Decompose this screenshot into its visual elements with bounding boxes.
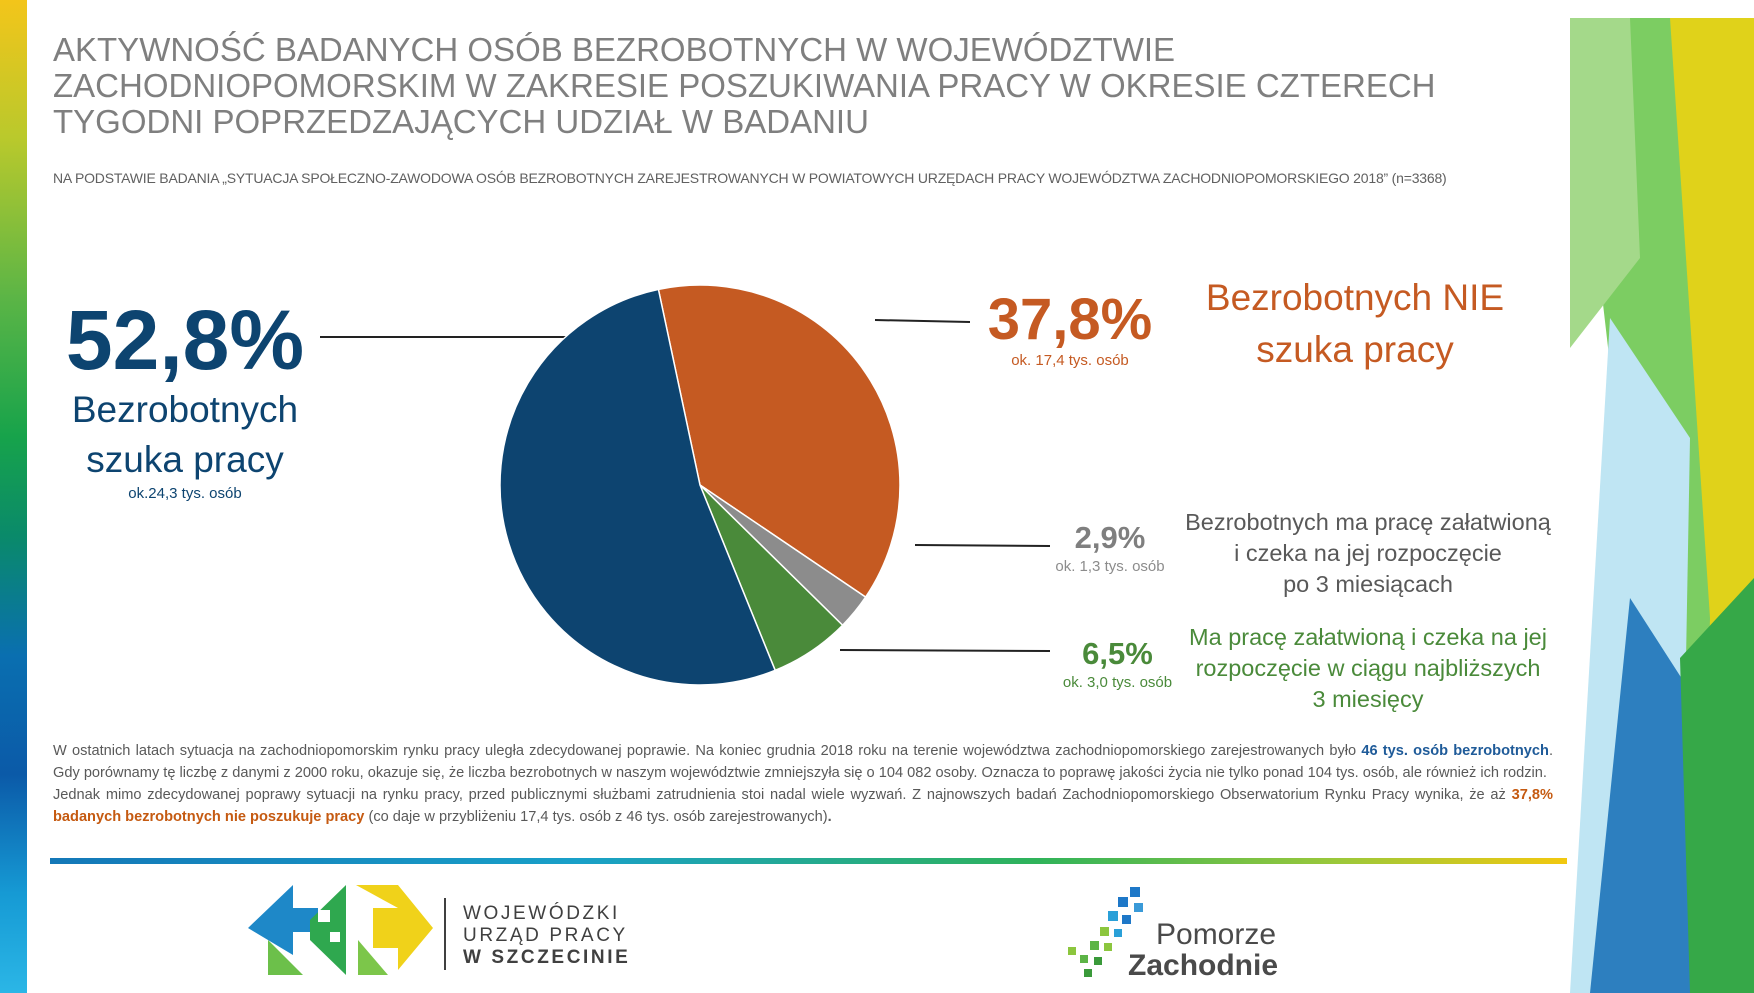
body-p2-b: (co daje w przybliżeniu 17,4 tys. osób z… xyxy=(364,809,828,825)
body-p2-end: . xyxy=(827,809,832,825)
desc-job-after-3m: Bezrobotnych ma pracę załatwioną i czeka… xyxy=(1168,507,1568,600)
body-p2-highlight: 37,8% badanych bezrobotnych nie poszukuj… xyxy=(53,787,1553,825)
stat-job-after-3m: 2,9% ok. 1,3 tys. osób xyxy=(1040,518,1180,575)
pct-label-search: 52,8% xyxy=(65,293,305,387)
desc-search-line1: Bezrobotnych xyxy=(71,389,299,430)
desc-job-after-3m-line2: i czeka na jej rozpoczęcie xyxy=(1234,540,1502,566)
desc-job-after-3m-line1: Bezrobotnych ma pracę załatwioną xyxy=(1185,509,1551,535)
stat-search-work: 52,8% Bezrobotnych szuka pracy ok.24,3 t… xyxy=(55,295,315,502)
pie-slice-not-searching xyxy=(657,284,901,599)
body-p1-a: W ostatnich latach sytuacja na zachodnio… xyxy=(53,743,1362,759)
wup-logo-text: WOJEWÓDZKI URZĄD PRACY W SZCZECINIE xyxy=(463,903,630,969)
pct-label-job-within-3m: 6,5% xyxy=(1082,636,1153,671)
wup-logo-line1: WOJEWÓDZKI xyxy=(463,903,620,924)
count-search: ok.24,3 tys. osób xyxy=(128,485,242,502)
count-not-searching: ok. 17,4 tys. osób xyxy=(1011,352,1129,369)
wup-logo-icon xyxy=(248,885,433,975)
desc-not-searching-line2: szuka pracy xyxy=(1256,329,1454,370)
body-p1: W ostatnich latach sytuacja na zachodnio… xyxy=(53,740,1553,784)
body-paragraph: W ostatnich latach sytuacja na zachodnio… xyxy=(53,740,1553,828)
wup-logo-separator xyxy=(444,898,446,970)
pomorze-logo-line1: Pomorze xyxy=(1156,918,1277,951)
pie-slice-search xyxy=(499,288,777,686)
left-gradient-bar xyxy=(0,0,27,993)
pomorze-logo-line2: Zachodnie xyxy=(1128,949,1279,982)
desc-job-after-3m-line3: po 3 miesiącach xyxy=(1283,571,1453,597)
page-subtitle: NA PODSTAWIE BADANIA „SYTUACJA SPOŁECZNO… xyxy=(53,170,1447,186)
body-p1-b: . Gdy porównamy tę liczbę z danymi z 200… xyxy=(53,743,1553,781)
body-p2-a: Jednak mimo zdecydowanej poprawy sytuacj… xyxy=(53,787,1512,803)
stat-not-searching: 37,8% ok. 17,4 tys. osób xyxy=(970,287,1170,370)
gradient-divider xyxy=(50,858,1567,864)
desc-search-line2: szuka pracy xyxy=(86,439,284,480)
wup-logo-line2: URZĄD PRACY xyxy=(463,925,628,946)
desc-job-within-3m-line3: 3 miesięcy xyxy=(1312,686,1424,712)
pomorze-logo-icon xyxy=(1068,887,1143,977)
pie-chart xyxy=(499,284,901,686)
count-job-within-3m: ok. 3,0 tys. osób xyxy=(1062,674,1173,691)
desc-not-searching: Bezrobotnych NIE szuka pracy xyxy=(1180,272,1530,376)
page-title: AKTYWNOŚĆ BADANYCH OSÓB BEZROBOTNYCH W W… xyxy=(53,31,1436,140)
desc-job-within-3m: Ma pracę załatwioną i czeka na jej rozpo… xyxy=(1168,622,1568,715)
desc-job-within-3m-line1: Ma pracę załatwioną i czeka na jej xyxy=(1189,624,1547,650)
pct-label-job-after-3m: 2,9% xyxy=(1074,520,1146,555)
count-job-after-3m: ok. 1,3 tys. osób xyxy=(1055,558,1165,575)
right-decoration xyxy=(1570,18,1754,993)
desc-job-within-3m-line2: rozpoczęcie w ciągu najbliższych xyxy=(1195,655,1541,681)
body-p2: Jednak mimo zdecydowanej poprawy sytuacj… xyxy=(53,784,1553,828)
wup-logo-line3: W SZCZECINIE xyxy=(463,947,631,968)
body-p1-highlight: 46 tys. osób bezrobotnych xyxy=(1361,743,1549,759)
stat-job-within-3m: 6,5% ok. 3,0 tys. osób xyxy=(1050,634,1185,691)
pct-label-not-searching: 37,8% xyxy=(987,287,1153,352)
desc-not-searching-line1: Bezrobotnych NIE xyxy=(1205,277,1505,318)
